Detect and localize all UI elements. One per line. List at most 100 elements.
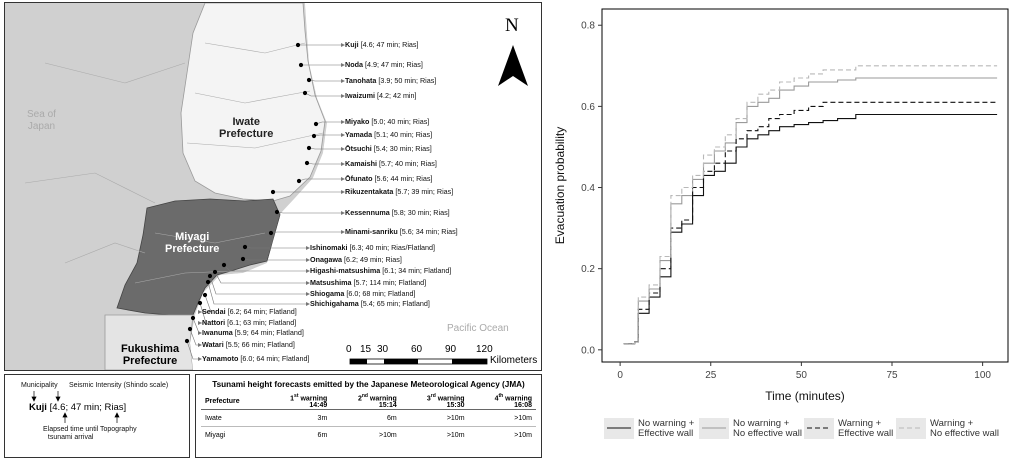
leader-arrow: [198, 321, 202, 325]
y-tick-label: 0.8: [581, 21, 595, 32]
miyagi-prefecture-label: Miyagi Prefecture: [165, 231, 220, 256]
municipality-label: Noda [4.9; 47 min; Rias]: [345, 60, 423, 69]
miyagi-shape: [116, 198, 281, 316]
municipality-dot: [202, 292, 208, 298]
table-header-row: Prefecture 1st warning 14:49 2nd warning 15:…: [201, 393, 536, 411]
sea-of-japan-label: Sea of Japan: [27, 109, 56, 132]
municipality-dot: [296, 178, 302, 184]
legend-swatch: [604, 418, 634, 439]
municipality-info: [6.3; 40 min; Rias/Flatland]: [347, 243, 436, 252]
municipality-dot: [306, 145, 312, 151]
municipality-name: Miyako: [345, 117, 370, 126]
municipality-name: Shichigahama: [310, 299, 359, 308]
scale-tick: 120: [476, 344, 493, 355]
municipality-info: [5.9; 64 min; Flatland]: [232, 328, 304, 337]
legend-elapsed: Elapsed time until tsunami arrival: [43, 426, 99, 442]
x-tick-label: 25: [705, 370, 717, 381]
leader-arrow: [341, 177, 345, 181]
table-header-cell: 3rd warning 15:30: [400, 393, 469, 411]
municipality-label: Minami-sanriku [5.6; 34 min; Rias]: [345, 227, 458, 236]
scale-tick: 60: [411, 344, 423, 355]
municipality-name: Yamada: [345, 130, 373, 139]
municipality-label: Shichigahama [5.4; 65 min; Flatland]: [310, 299, 430, 308]
table-header-cell: 1st warning 14:49: [264, 393, 332, 411]
municipality-dot: [207, 273, 213, 279]
municipality-info: [6.1; 63 min; Flatland]: [225, 318, 297, 327]
table-cell: >10m: [331, 426, 401, 444]
legend-swatch: [804, 418, 834, 439]
municipality-dot: [184, 338, 190, 344]
municipality-label: Ishinomaki [6.3; 40 min; Rias/Flatland]: [310, 243, 435, 252]
leader-arrow: [341, 120, 345, 124]
municipality-label: Rikuzentakata [5.7; 39 min; Rias]: [345, 187, 453, 196]
x-axis-label: Time (minutes): [765, 389, 845, 403]
municipality-info: [4.6; 47 min; Rias]: [358, 40, 419, 49]
municipality-label: Watari [5.5; 66 min; Flatland]: [202, 340, 295, 349]
municipality-name: Minami-sanriku: [345, 227, 398, 236]
legend-example-name: Kuji: [29, 402, 47, 413]
municipality-name: Onagawa: [310, 255, 342, 264]
municipality-name: Kuji: [345, 40, 359, 49]
leader-arrow: [306, 292, 310, 296]
legend-seismic: Seismic Intensity (Shindo scale): [69, 382, 169, 389]
municipality-name: Tanohata: [345, 76, 377, 85]
municipality-dot: [298, 62, 304, 68]
municipality-info: [5.7; 39 min; Rias]: [393, 187, 454, 196]
legend-example: Kuji [4.6; 47 min; Rias]: [29, 402, 126, 413]
municipality-name: Iwanuma: [202, 328, 233, 337]
leader-arrow: [341, 133, 345, 137]
leader-line: [315, 121, 341, 125]
table-row: Iwate 3m 6m >10m >10m: [201, 409, 536, 427]
tohoku-map: [5, 3, 541, 370]
evacuation-chart: 0.0 0.2 0.4 0.6 0.8 0 25 50 75 100 Time (minutes) E…: [553, 8, 1009, 403]
leader-line: [207, 281, 306, 305]
leader-arrow: [341, 94, 345, 98]
scale-tick: 0: [346, 344, 352, 355]
legend-example-rest: [4.6; 47 min; Rias]: [49, 402, 127, 413]
leader-arrow: [341, 190, 345, 194]
municipality-info: [3.9; 50 min; Rias]: [376, 76, 437, 85]
map-panel: Sea of Japan Pacific Ocean Iwate Prefectur…: [4, 2, 542, 371]
municipality-dot: [190, 315, 196, 321]
jma-forecast-table: Tsunami height forecasts emitted by the …: [195, 374, 542, 458]
municipality-label: Sendai [6.2; 64 min; Flatland]: [202, 307, 297, 316]
x-tick-label: 75: [886, 370, 898, 381]
municipality-label: Ōtsuchi [5.4; 30 min; Rias]: [345, 144, 432, 153]
municipality-name: Sendai: [202, 307, 226, 316]
iwate-shape: [180, 3, 326, 202]
legend-item: No warning + No effective wall: [699, 418, 817, 448]
scale-tick: 30: [377, 344, 389, 355]
table-cell: Miyagi: [201, 426, 265, 444]
legend-municipality: Municipality: [21, 382, 58, 389]
municipality-name: Ōtsuchi: [345, 144, 372, 153]
scale-unit-label: Kilometers: [490, 355, 538, 366]
municipality-label: Yamamoto [6.0; 64 min; Flatland]: [202, 354, 309, 363]
municipality-dot: [304, 160, 310, 166]
y-tick-label: 0.2: [581, 264, 595, 275]
leader-arrow: [341, 43, 345, 47]
municipality-info: [5.0; 40 min; Rias]: [369, 117, 430, 126]
series-line-3: [623, 101, 998, 345]
series-line-2: [623, 77, 998, 345]
y-axis-label: Evacuation probability: [553, 127, 567, 244]
legend-swatch: [896, 418, 926, 439]
municipality-label: Kuji [4.6; 47 min; Rias]: [345, 40, 419, 49]
municipality-dot: [306, 77, 312, 83]
municipality-name: Kessennuma: [345, 208, 390, 217]
leader-arrow: [306, 269, 310, 273]
municipality-label: Onagawa [6.2; 49 min; Rias]: [310, 255, 402, 264]
municipality-info: [4.9; 47 min; Rias]: [362, 60, 423, 69]
legend-item: Warning + Effective wall: [804, 418, 922, 448]
x-tick-label: 0: [617, 370, 623, 381]
municipality-name: Matsushima: [310, 278, 352, 287]
municipality-name: Ōfunato: [345, 174, 373, 183]
legend-label: Warning + Effective wall: [838, 418, 894, 439]
municipality-label: Miyako [5.0; 40 min; Rias]: [345, 117, 429, 126]
fukushima-prefecture-label: Fukushima Prefecture: [121, 343, 180, 368]
leader-arrow: [306, 246, 310, 250]
municipality-dot: [302, 90, 308, 96]
series-line-1: [623, 113, 998, 345]
municipality-label: Yamada [5.1; 40 min; Rias]: [345, 130, 432, 139]
table-header-cell: 2nd warning 15:14: [331, 393, 401, 411]
municipality-name: Watari: [202, 340, 224, 349]
